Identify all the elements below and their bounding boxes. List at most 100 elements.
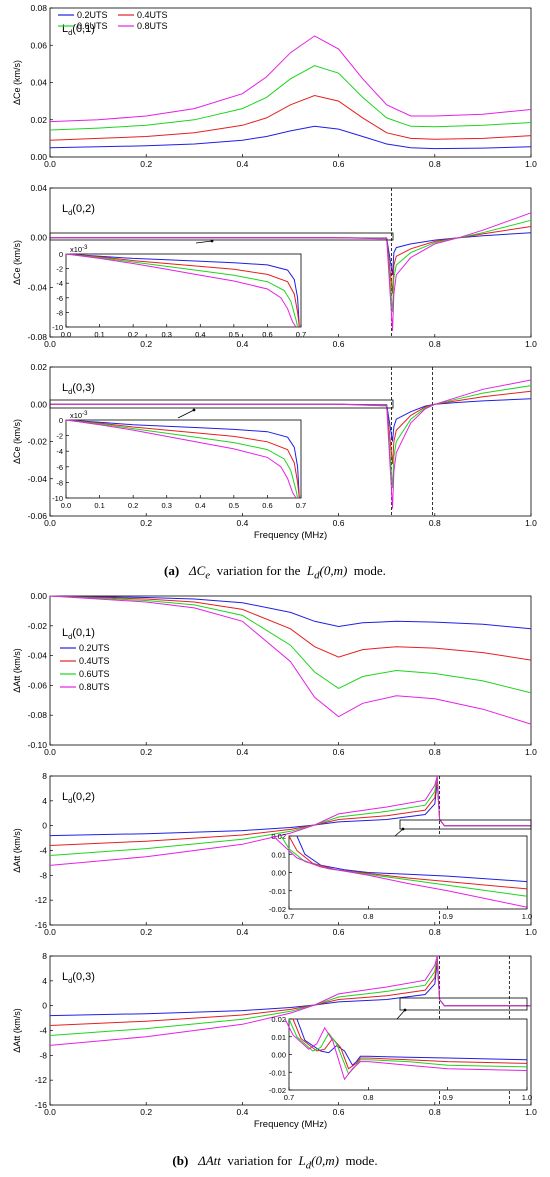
a3-inset-ytick-label: -4	[56, 447, 63, 456]
b1-xtick-label: 0.2	[140, 747, 152, 757]
a3-inset-xtick-label: 0.7	[296, 501, 306, 510]
b2-inset-series-line	[272, 835, 528, 908]
b3-inset-xtick-label: 1.0	[522, 1093, 532, 1102]
b3-inset-xtick-label: 0.9	[442, 1093, 452, 1102]
b1-series-line	[49, 595, 532, 661]
b1-legend-label: 0.8UTS	[79, 682, 110, 692]
b3-mode-label: Ld(0,3)	[62, 971, 95, 985]
b1-xtick-label: 0.6	[333, 747, 345, 757]
b1-ytick-label: -0.04	[28, 651, 48, 661]
a3-ytick-label: 0.00	[30, 399, 47, 409]
a3-ytick-label: 0.02	[30, 362, 47, 372]
a3-zoom-arrow	[177, 409, 195, 419]
b3-xtick-label: 0.6	[333, 1107, 345, 1117]
a2-inset-ytick-label: -8	[56, 308, 63, 317]
a3-inset-ytick-label: -6	[56, 463, 63, 472]
b2-inset-xtick-label: 0.7	[284, 912, 294, 921]
b2-ylabel: ΔAtt (km/s)	[12, 828, 22, 873]
a1-xtick-label: 0.2	[140, 159, 152, 169]
b3-inset-xtick-label: 0.7	[284, 1093, 294, 1102]
a1-legend-label: 0.4UTS	[137, 10, 168, 20]
a3-inset-xtick-label: 0.2	[128, 501, 138, 510]
a2-inset-xtick-label: 0.1	[94, 330, 104, 339]
a1-xtick-label: 0.8	[429, 159, 441, 169]
a1-series-line	[49, 125, 532, 150]
a3-inset-xtick-label: 0.0	[61, 501, 71, 510]
b3-zoom-arrow	[396, 1009, 406, 1020]
b3-ytick-label: -4	[39, 1026, 47, 1036]
b2-ytick-label: -8	[39, 870, 47, 880]
a1-ytick-label: 0.02	[30, 115, 47, 125]
b2-ytick-label: 4	[42, 796, 47, 806]
b1-xtick-label: 0.0	[44, 747, 56, 757]
b3-series-line	[49, 955, 531, 1046]
a2-inset-multiplier: x10-3	[70, 245, 88, 254]
a3-series-line	[50, 379, 532, 509]
a1-mode-label: Ld(0,1)	[62, 23, 95, 37]
caption-a-symbol: ΔC	[188, 563, 206, 578]
a3-inset-xtick-label: 0.6	[262, 501, 272, 510]
a1-ytick-label: 0.08	[30, 3, 47, 13]
b2-zoom-box	[399, 819, 532, 830]
caption-b-text: variation for	[227, 1153, 292, 1168]
a3-zoom-arrow-head	[192, 408, 196, 412]
a3-inset-xtick-label: 0.5	[229, 501, 239, 510]
a3-inset-ytick-label: 0	[59, 416, 63, 425]
b3-inset-ytick-label: -0.02	[269, 1086, 286, 1095]
b1-ylabel: ΔAtt (km/s)	[12, 648, 22, 693]
b3-inset-ytick-label: 0.02	[271, 1015, 286, 1024]
a2-inset-xtick-label: 0.6	[262, 330, 272, 339]
a3-inset-ytick-label: -8	[56, 478, 63, 487]
b1-ytick-label: -0.08	[28, 710, 48, 720]
a2-zoom-arrow-head	[210, 239, 214, 243]
b2-ytick-label: -16	[35, 920, 48, 930]
a1-ytick-label: 0.06	[30, 40, 47, 50]
b3-ytick-label: -12	[35, 1075, 48, 1085]
b1-legend: 0.2UTS 0.4UTS 0.6UTS 0.8UTS	[60, 643, 110, 692]
b1-ytick-label: 0.00	[30, 591, 47, 601]
a2-series-line	[50, 212, 532, 331]
b2-inset-xtick-label: 0.9	[442, 912, 452, 921]
b2-inset-frame	[288, 835, 528, 910]
a3-inset-multiplier: x10-3	[70, 411, 88, 420]
a1-xtick-label: 0.4	[236, 159, 248, 169]
b3-xtick-label: 0.8	[429, 1107, 441, 1117]
b3-xtick-label: 0.2	[140, 1107, 152, 1117]
b2-inset-ytick-label: 0.02	[271, 832, 286, 841]
a3-mode-label: Ld(0,3)	[62, 382, 95, 396]
b2-ytick-label: -4	[39, 846, 47, 856]
a2-ylabel: ΔCe (km/s)	[12, 240, 22, 285]
a3-inset-frame	[65, 419, 302, 499]
a2-inset-series-line	[65, 253, 300, 328]
a3-ytick-label: -0.04	[28, 474, 48, 484]
a3-xtick-label: 0.4	[236, 518, 248, 528]
a1-ytick-label: 0.04	[30, 78, 47, 88]
b2-inset-ytick-label: -0.02	[269, 905, 286, 914]
b3-zoom-arrow-head	[403, 1008, 407, 1012]
a2-ytick-label: -0.04	[28, 282, 48, 292]
b2-inset-ytick-label: 0.00	[271, 869, 286, 878]
b1-frame	[49, 595, 532, 746]
a2-xtick-label: 0.2	[140, 339, 152, 349]
b1-legend-label: 0.2UTS	[79, 643, 110, 653]
a3-inset-ytick-label: -2	[56, 432, 63, 441]
b2-ytick-label: -12	[35, 895, 48, 905]
a3-ytick-label: -0.06	[28, 511, 48, 521]
a2-inset-ytick-label: 0	[59, 250, 63, 259]
a2-ytick-label: 0.00	[30, 233, 47, 243]
b2-inset-xtick-label: 1.0	[522, 912, 532, 921]
b1-ytick-label: -0.02	[28, 621, 48, 631]
a3-inset-series-line	[65, 419, 300, 499]
a2-xtick-label: 0.6	[333, 339, 345, 349]
caption-a-label: (a)	[164, 563, 180, 578]
b2-xtick-label: 0.8	[429, 927, 441, 937]
a2-inset-xtick-label: 0.5	[229, 330, 239, 339]
b2-series-line	[49, 775, 531, 866]
b2-xtick-label: 0.0	[44, 927, 56, 937]
a1-legend-label: 0.2UTS	[77, 10, 108, 20]
a2-zoom-box	[49, 232, 394, 241]
a2-inset-frame	[65, 253, 302, 328]
caption-b-symbol: ΔAtt	[198, 1153, 221, 1168]
b2-xtick-label: 0.6	[333, 927, 345, 937]
